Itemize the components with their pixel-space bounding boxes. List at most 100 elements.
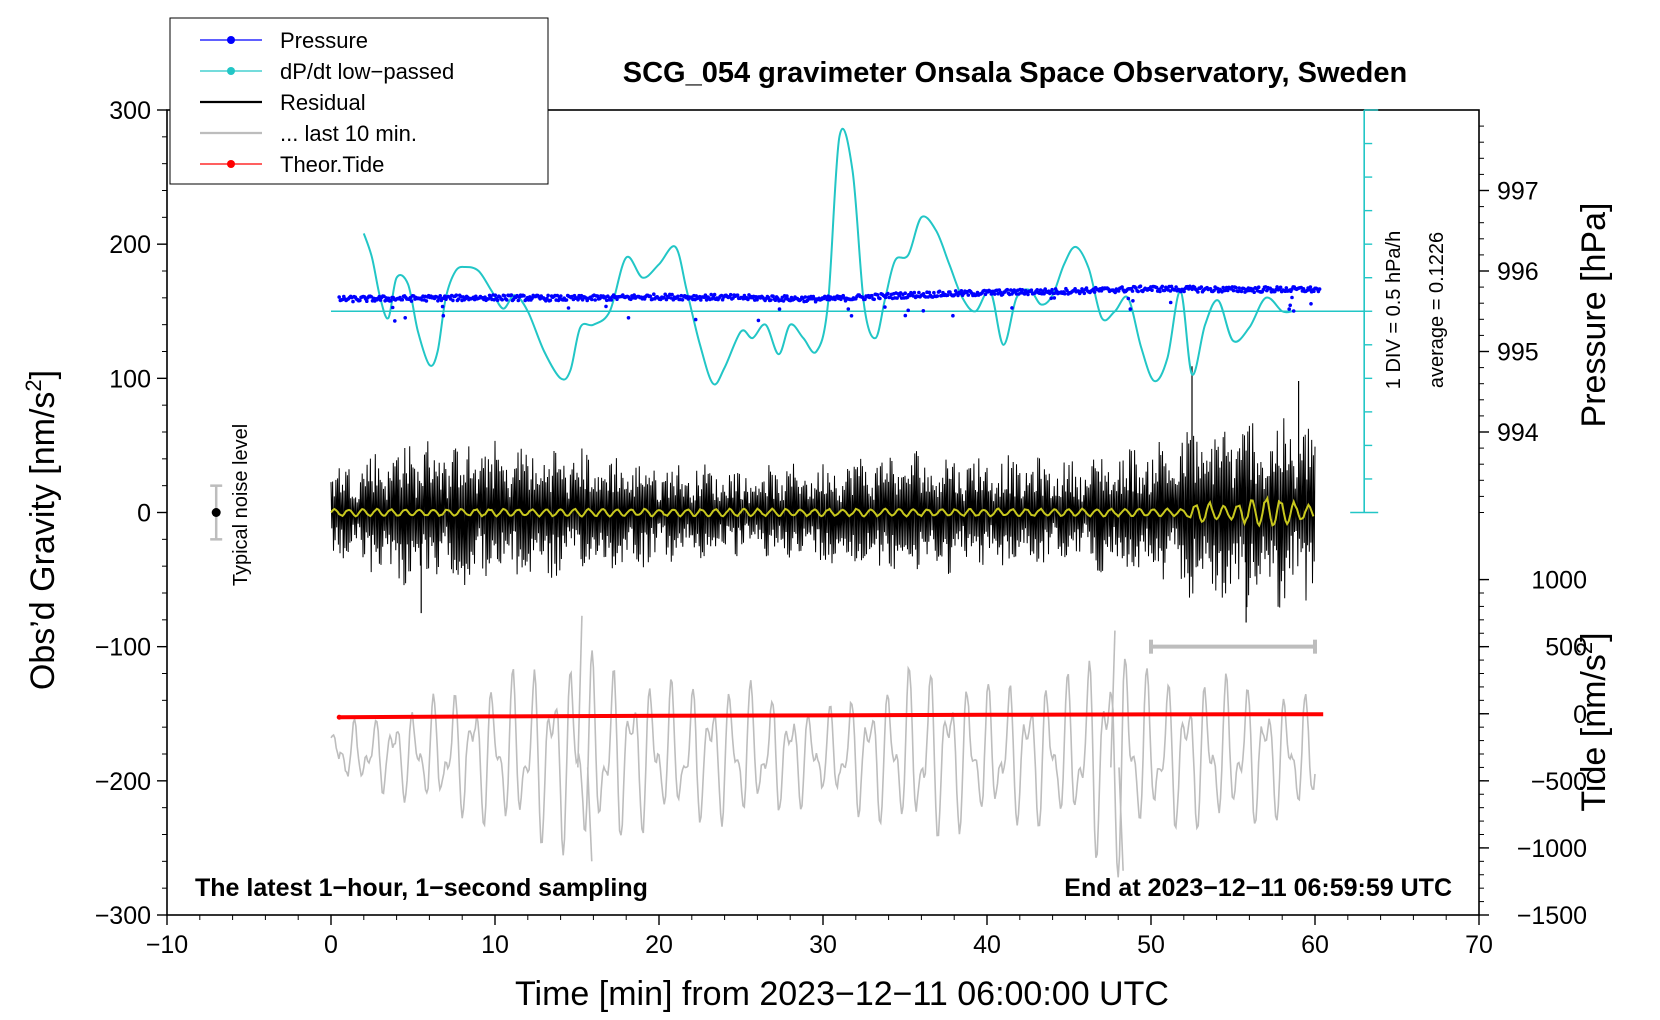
pressure-point	[1073, 287, 1077, 291]
pressure-point	[652, 292, 656, 297]
pressure-point	[992, 292, 997, 296]
pressure-point	[389, 298, 393, 303]
y-axis-title: Obs’d Gravity [nm/s2]	[21, 370, 62, 690]
pressure-point	[959, 289, 964, 293]
pressure-point	[522, 294, 526, 298]
pressure-point	[935, 294, 940, 298]
pressure-point	[1275, 285, 1279, 289]
y-axis-title-sup: 2	[21, 379, 46, 391]
right-note: End at 2023−12−11 06:59:59 UTC	[1064, 874, 1452, 902]
pressure-outlier	[604, 304, 608, 309]
tide-axis-title-sup: 2	[1572, 642, 1597, 654]
y-tick-label: 200	[109, 231, 151, 259]
pressure-point	[983, 292, 988, 297]
pressure-point	[1221, 285, 1225, 290]
pressure-point	[502, 294, 507, 298]
pressure-outlier	[1049, 296, 1053, 301]
pressure-point	[1252, 290, 1256, 295]
pressure-outlier	[951, 313, 955, 318]
pressure-point	[451, 298, 455, 303]
pressure-point	[1136, 289, 1140, 294]
pressure-outlier	[903, 313, 908, 318]
pressure-point	[436, 299, 440, 303]
pressure-outlier	[906, 308, 910, 313]
legend-label: Theor.Tide	[280, 152, 384, 177]
pressure-point	[609, 298, 614, 302]
last-10-min-peak	[1110, 630, 1116, 768]
pressure-outlier	[921, 309, 926, 313]
pressure-point	[875, 293, 880, 297]
pressure-point	[1029, 288, 1034, 293]
pressure-point	[509, 293, 514, 297]
pressure-point	[863, 297, 867, 302]
pressure-point	[803, 295, 808, 299]
axes-layer: −10 0 10 20 30 40 50 60 70−300−200−1000100200300…	[95, 97, 1587, 959]
plot-data-layer	[330, 127, 1365, 878]
pressure-point	[1116, 289, 1121, 293]
pressure-point	[454, 293, 459, 298]
chart-title: SCG_054 gravimeter Onsala Space Observat…	[623, 57, 1407, 89]
tide-axis-title-main: Tide [nm/s	[1575, 654, 1613, 811]
pressure-point	[1234, 285, 1238, 290]
pressure-outlier	[403, 316, 408, 320]
pressure-point	[1052, 291, 1057, 296]
last-10-min-trace	[330, 650, 1316, 878]
pressure-point	[593, 298, 597, 302]
pressure-point	[945, 293, 950, 298]
pressure-point	[742, 293, 747, 298]
pressure-point	[424, 299, 429, 303]
pressure-point	[1160, 284, 1165, 289]
last-10-min-peak	[1118, 767, 1124, 871]
pressure-point	[872, 297, 876, 302]
pressure-point	[337, 295, 342, 299]
pressure-point	[1082, 291, 1087, 296]
pressure-outlier	[756, 318, 761, 323]
pressure-outlier	[390, 305, 395, 310]
pressure-point	[1237, 286, 1241, 290]
pressure-point	[1301, 287, 1306, 291]
pressure-point	[1035, 288, 1039, 292]
pressure-point	[516, 298, 521, 303]
pressure-point	[709, 292, 713, 297]
tide-tick-label: −500	[1531, 768, 1587, 796]
pressure-outlier	[1288, 303, 1292, 308]
tide-start-point	[336, 714, 342, 720]
pressure-outlier	[1010, 306, 1014, 310]
y-axis-title-main: Obs’d Gravity [nm/s	[24, 392, 62, 691]
pressure-tick-label: 994	[1497, 419, 1539, 447]
pressure-point	[1317, 287, 1322, 291]
pressure-outlier	[566, 306, 571, 310]
pressure-point	[903, 291, 907, 296]
pressure-point	[590, 297, 594, 302]
pressure-point	[546, 293, 550, 298]
y-tick-label: 300	[109, 97, 151, 125]
pressure-point	[545, 296, 549, 301]
pressure-point	[1150, 288, 1154, 293]
x-axis-title: Time [min] from 2023−12−11 06:00:00 UTC	[515, 975, 1169, 1013]
legend-label: ... last 10 min.	[280, 121, 417, 146]
y-tick-label: −300	[95, 902, 151, 930]
tide-axis-title-end: ]	[1575, 632, 1613, 641]
pressure-point	[378, 298, 383, 302]
pressure-point	[1084, 286, 1089, 290]
legend: Pressure dP/dt low−passed Residual ... last…	[169, 17, 549, 185]
y-tick-label: −100	[95, 634, 151, 662]
noise-bar-center	[211, 508, 221, 517]
left-note: The latest 1−hour, 1−second sampling	[195, 874, 648, 902]
pressure-point	[438, 294, 443, 298]
pressure-outlier	[441, 313, 446, 318]
pressure-outlier	[1290, 295, 1294, 300]
pressure-outlier	[883, 305, 887, 309]
dpdt-scale-label: 1 DIV = 0.5 hPa/h	[1383, 231, 1405, 389]
x-tick-label: 20	[645, 931, 673, 959]
pressure-point	[1312, 289, 1316, 294]
tide-axis-title: Tide [nm/s2]	[1572, 632, 1613, 811]
tide-tick-label: 500	[1545, 634, 1587, 662]
y-axis-title-end: ]	[24, 370, 62, 379]
legend-label: Residual	[280, 90, 366, 115]
tide-series	[336, 712, 1324, 720]
pressure-point	[1062, 291, 1067, 296]
legend-label: dP/dt low−passed	[280, 59, 454, 84]
pressure-point	[1092, 290, 1097, 294]
